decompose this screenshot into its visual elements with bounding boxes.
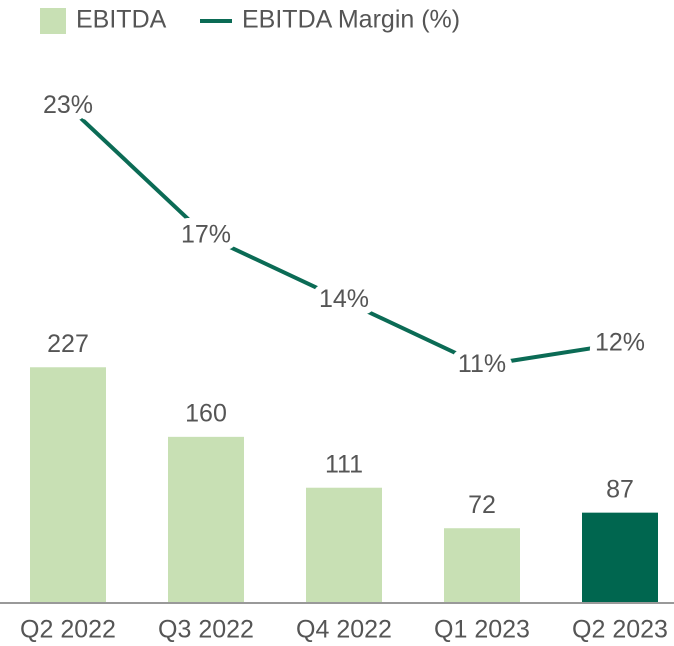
x-tick-label: Q4 2022 — [296, 616, 392, 644]
x-tick-label: Q2 2023 — [572, 616, 668, 644]
bar-value-label: 227 — [47, 330, 89, 358]
x-tick-label: Q1 2023 — [434, 616, 530, 644]
bar-value-label: 160 — [185, 399, 227, 427]
bar — [306, 487, 382, 603]
legend-label: EBITDA Margin (%) — [242, 6, 460, 34]
bar — [444, 528, 520, 603]
bar — [582, 512, 658, 603]
bar-value-label: 87 — [606, 475, 634, 503]
x-tick-label: Q3 2022 — [158, 616, 254, 644]
line-value-label: 17% — [181, 220, 231, 248]
line — [66, 104, 621, 368]
legend-label: EBITDA — [76, 6, 167, 34]
bar-value-label: 72 — [468, 491, 496, 519]
line-value-label: 12% — [595, 328, 645, 356]
line-value-label: 14% — [319, 285, 369, 313]
bar-value-label: 111 — [325, 450, 363, 478]
line-value-label: 23% — [43, 91, 93, 119]
bar — [30, 367, 106, 603]
bar — [168, 436, 244, 603]
x-tick-label: Q2 2022 — [20, 616, 116, 644]
line-value-label: 11% — [458, 350, 506, 378]
legend-swatch — [40, 8, 66, 34]
